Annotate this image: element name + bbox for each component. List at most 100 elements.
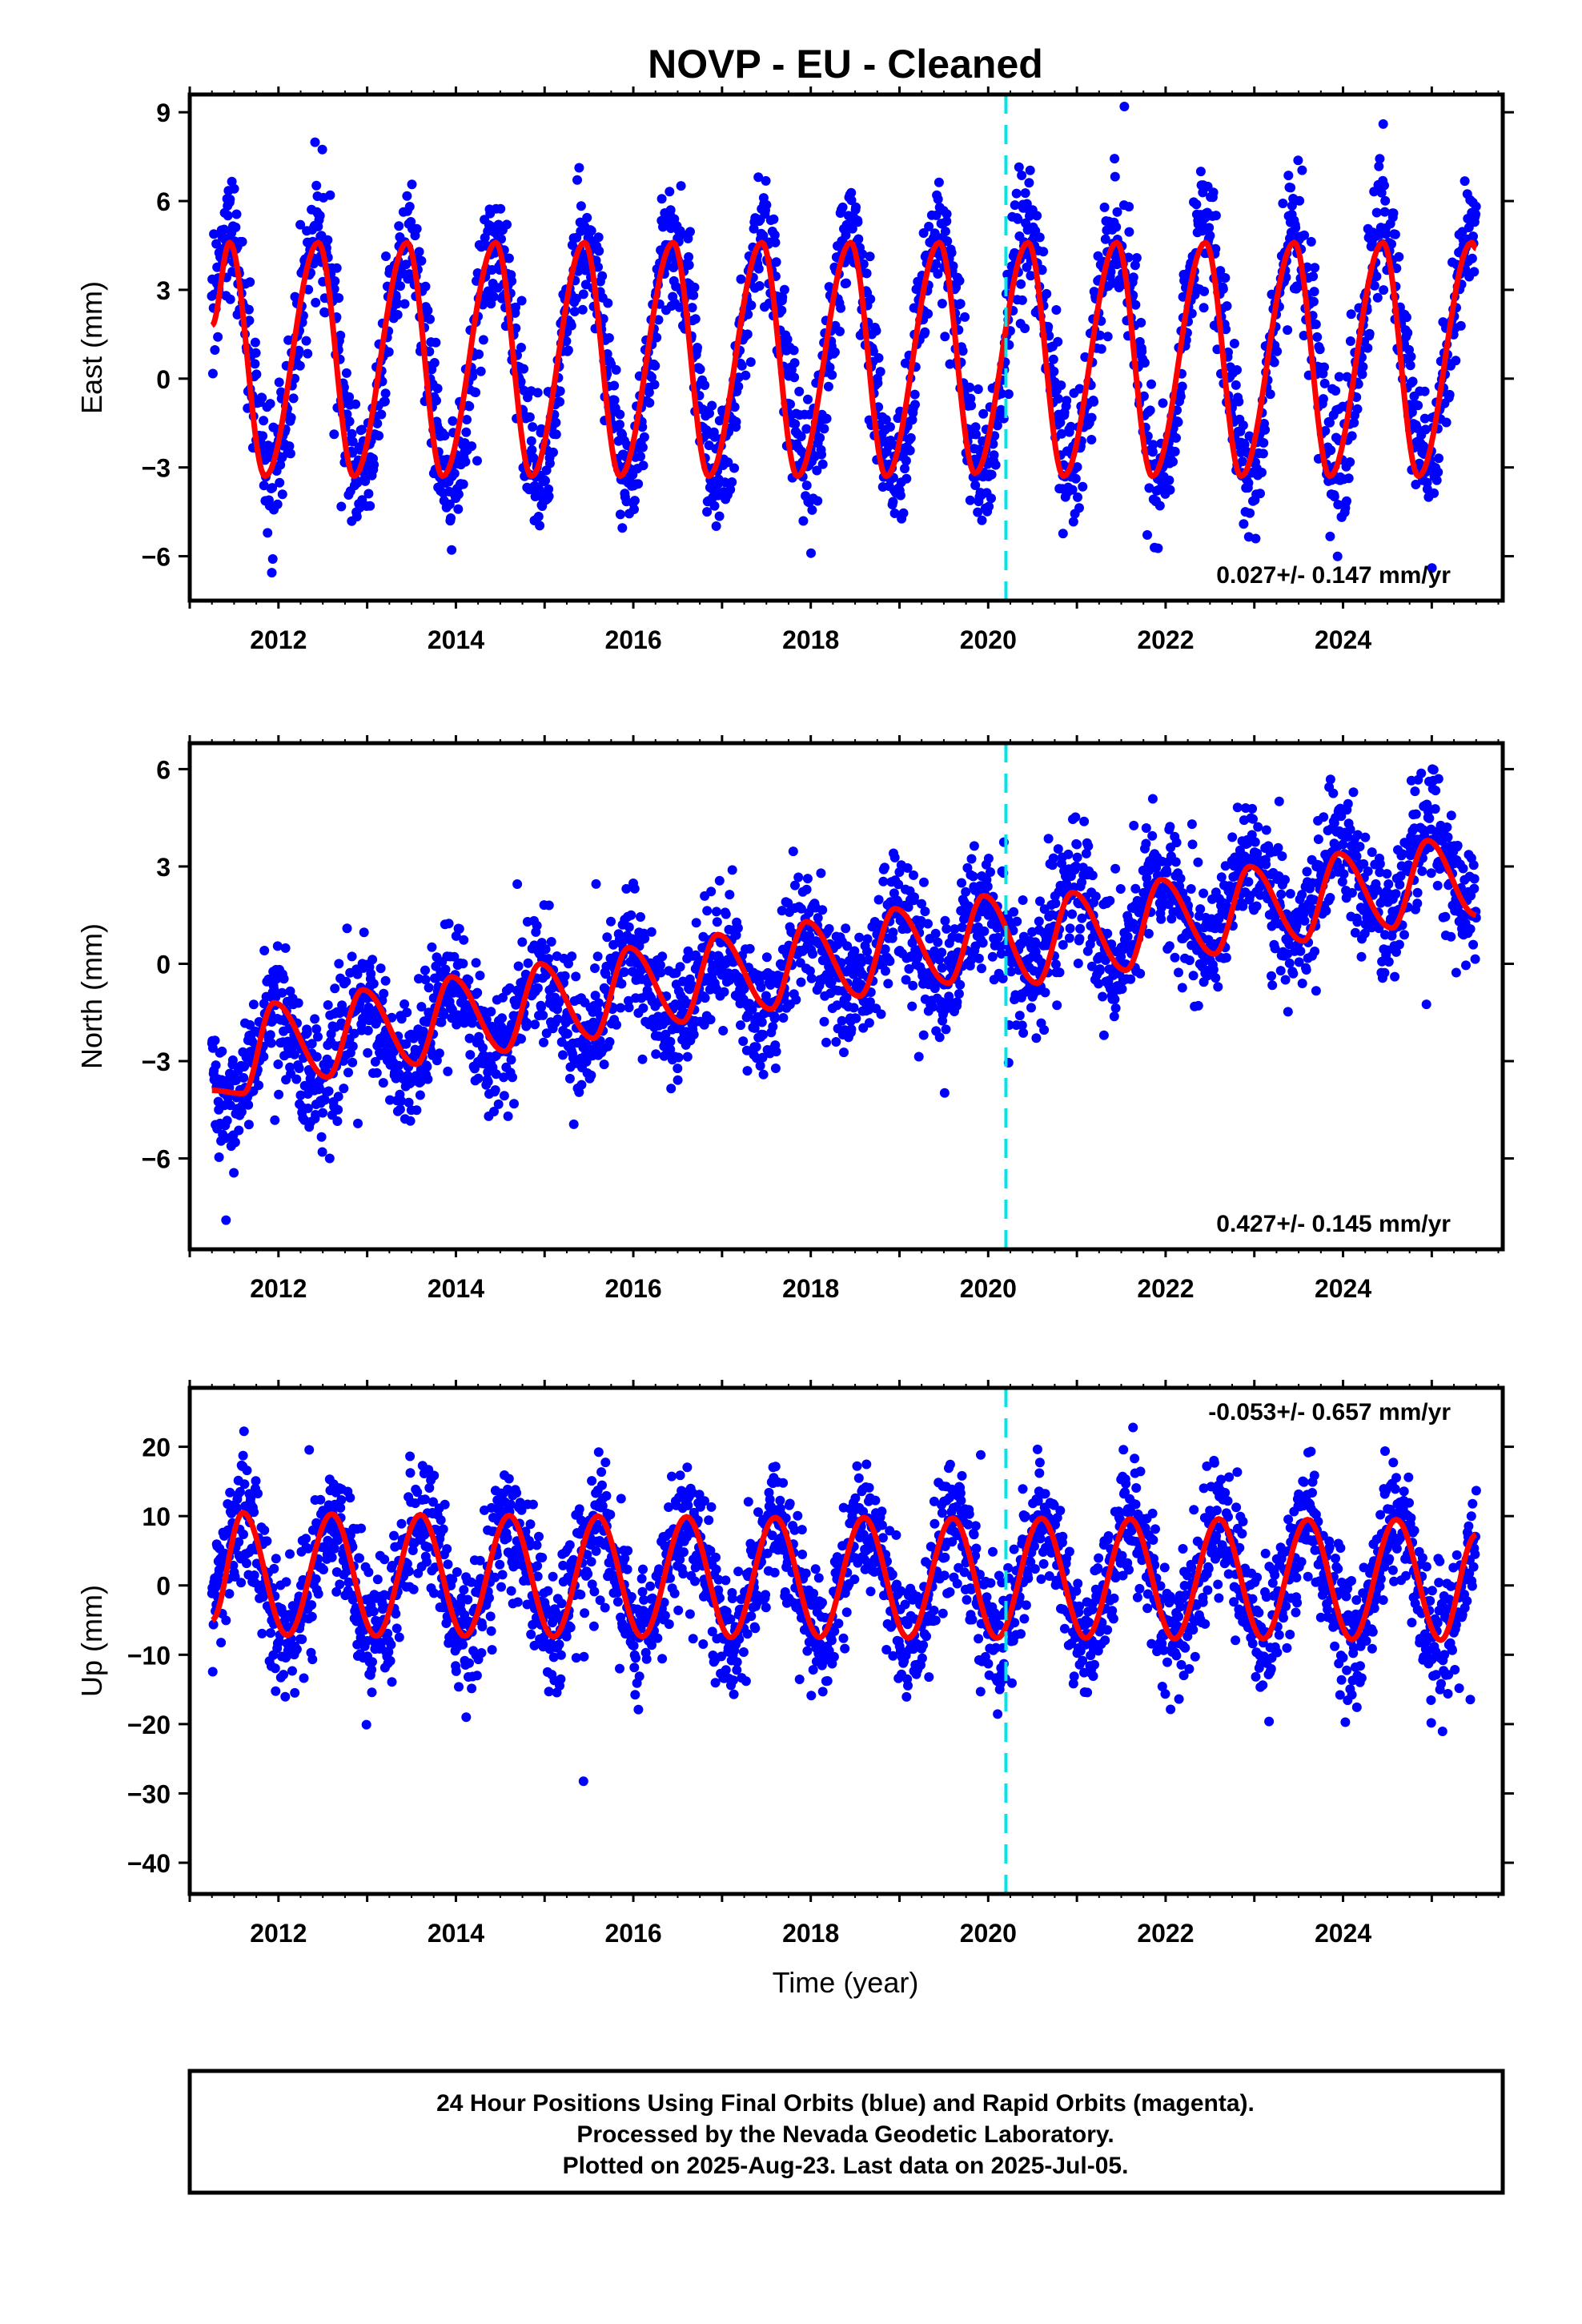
data-point (1291, 223, 1301, 233)
data-point (368, 979, 379, 989)
data-point (656, 194, 667, 204)
data-point (571, 293, 581, 304)
data-point (942, 216, 952, 227)
data-point (315, 211, 325, 221)
data-point (1126, 974, 1136, 984)
east-panel: 2012 2014 2016 2018 2020 2022 2024−6−30369East… (75, 86, 1514, 654)
data-point (769, 1013, 780, 1023)
data-point (316, 1132, 327, 1142)
data-point (939, 1088, 950, 1098)
data-point (405, 1116, 416, 1126)
data-point (1171, 432, 1181, 443)
data-point (586, 1070, 596, 1080)
data-point (665, 187, 675, 197)
data-point (530, 1019, 540, 1030)
data-point (1308, 271, 1319, 282)
data-point (1403, 328, 1413, 338)
data-point (488, 292, 499, 302)
data-point (736, 274, 746, 284)
data-point (881, 415, 891, 425)
data-point (567, 951, 577, 962)
data-point (1186, 884, 1196, 894)
data-point (422, 1062, 432, 1072)
data-point (881, 966, 890, 976)
data-point (629, 496, 640, 506)
data-point (846, 187, 857, 198)
data-point (1420, 424, 1431, 435)
data-point (318, 1108, 328, 1118)
data-point (1130, 260, 1140, 271)
data-point (1186, 819, 1197, 830)
data-point (1342, 496, 1351, 506)
data-point (1177, 983, 1187, 993)
data-point (727, 865, 737, 875)
data-point (777, 305, 787, 316)
data-point (1034, 232, 1045, 243)
data-point (1065, 923, 1075, 934)
data-point (1358, 362, 1368, 372)
data-point (729, 402, 740, 412)
data-point (1072, 839, 1082, 850)
data-point (1257, 468, 1267, 477)
data-point (954, 989, 964, 999)
data-point (453, 489, 464, 500)
data-point (1057, 428, 1066, 439)
data-point (689, 1029, 699, 1039)
data-point (851, 202, 861, 212)
data-point (257, 392, 267, 403)
data-point (788, 846, 798, 857)
data-point (1051, 305, 1062, 315)
data-point (351, 399, 361, 409)
data-point (1153, 543, 1163, 553)
data-point (416, 255, 427, 266)
data-point (1086, 435, 1097, 444)
data-point (571, 971, 581, 982)
data-point (1318, 394, 1328, 404)
data-point (1379, 180, 1389, 191)
data-point (1419, 386, 1430, 396)
data-point (1413, 400, 1423, 411)
data-point (977, 515, 987, 525)
data-point (578, 289, 588, 300)
y-tick-label: 6 (156, 187, 171, 216)
data-point (777, 292, 788, 303)
data-point (1388, 208, 1399, 219)
data-point (1255, 489, 1265, 499)
data-point (290, 373, 300, 384)
y-tick-label: 0 (156, 365, 171, 394)
data-point (1063, 849, 1074, 859)
data-point (1014, 1011, 1025, 1021)
data-point (1276, 889, 1287, 899)
data-point (709, 501, 720, 511)
data-point (275, 477, 285, 488)
data-point (690, 314, 701, 324)
data-point (1165, 822, 1175, 832)
data-point (753, 172, 764, 183)
data-point (392, 299, 403, 309)
data-point (217, 1046, 227, 1056)
data-point (778, 1013, 789, 1023)
data-point (1258, 448, 1268, 459)
data-point (615, 509, 625, 520)
data-point (1110, 1003, 1121, 1013)
data-point (1111, 222, 1122, 232)
data-point (223, 211, 233, 221)
data-point (1100, 234, 1110, 244)
data-point (1407, 407, 1417, 417)
data-point (592, 951, 603, 962)
data-point (591, 879, 601, 889)
data-point (347, 428, 357, 439)
data-point (330, 276, 340, 286)
data-point (952, 997, 962, 1007)
data-point (1234, 396, 1244, 407)
data-point (400, 299, 410, 309)
data-point (824, 282, 834, 292)
data-point (940, 915, 950, 926)
data-point (636, 912, 645, 922)
data-point (369, 460, 379, 470)
data-point (279, 974, 289, 984)
data-point (223, 1092, 233, 1103)
data-point (1293, 155, 1303, 166)
data-point (861, 268, 872, 279)
data-point (214, 1152, 224, 1162)
